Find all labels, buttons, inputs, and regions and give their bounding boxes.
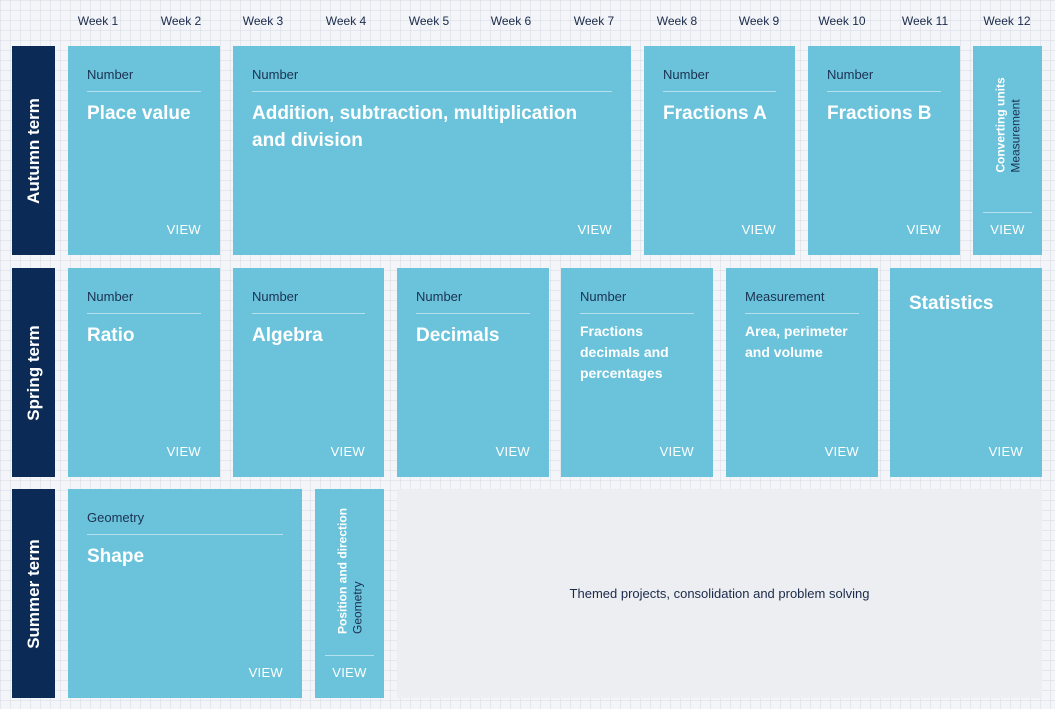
- unit-title: Algebra: [252, 325, 323, 346]
- unit-card-algebra[interactable]: Number Algebra VIEW: [233, 268, 384, 477]
- term-bar-spring: Spring term: [12, 268, 55, 477]
- themed-projects-block: Themed projects, consolidation and probl…: [397, 489, 1042, 698]
- view-link[interactable]: VIEW: [332, 665, 367, 680]
- week-label: Week 1: [77, 14, 119, 28]
- unit-category: Measurement: [1008, 99, 1022, 174]
- themed-projects-text: Themed projects, consolidation and probl…: [569, 586, 870, 601]
- term-bar-summer: Summer term: [12, 489, 55, 698]
- unit-title: Position and direction: [335, 507, 349, 634]
- view-link[interactable]: VIEW: [990, 222, 1025, 237]
- unit-card-shape[interactable]: Geometry Shape VIEW: [68, 489, 302, 698]
- vertical-label: Converting units Measurement: [993, 78, 1022, 173]
- unit-title: Decimals: [416, 325, 500, 346]
- view-link[interactable]: VIEW: [166, 444, 201, 459]
- unit-card-position-direction[interactable]: Position and direction Geometry VIEW: [315, 489, 384, 698]
- unit-category: Number: [252, 289, 365, 314]
- unit-card-area-perimeter-volume[interactable]: Measurement Area, perimeter and volume V…: [726, 268, 878, 477]
- unit-category: Geometry: [350, 580, 364, 634]
- divider: [325, 655, 374, 656]
- unit-title: Statistics: [909, 293, 994, 314]
- unit-category: Number: [416, 289, 530, 314]
- unit-title: Ratio: [87, 325, 135, 346]
- term-label: Autumn term: [23, 97, 43, 204]
- term-label: Summer term: [23, 538, 43, 649]
- view-link[interactable]: VIEW: [741, 222, 776, 237]
- week-label: Week 10: [818, 14, 866, 28]
- unit-category: Number: [252, 67, 612, 92]
- week-label: Week 2: [160, 14, 202, 28]
- unit-card-fractions-decimals-percentages[interactable]: Number Fractions decimals and percentage…: [561, 268, 713, 477]
- unit-title: Shape: [87, 546, 145, 567]
- unit-card-ratio[interactable]: Number Ratio VIEW: [68, 268, 220, 477]
- week-label: Week 7: [573, 14, 615, 28]
- view-link[interactable]: VIEW: [906, 222, 941, 237]
- view-link[interactable]: VIEW: [824, 444, 859, 459]
- week-label: Week 9: [738, 14, 780, 28]
- unit-category: Number: [663, 67, 776, 92]
- unit-title: Converting units: [993, 77, 1007, 174]
- term-bar-autumn: Autumn term: [12, 46, 55, 255]
- unit-card-statistics[interactable]: Statistics VIEW: [890, 268, 1042, 477]
- week-label: Week 8: [656, 14, 698, 28]
- unit-title: Fractions A: [663, 103, 767, 124]
- week-label: Week 4: [325, 14, 367, 28]
- view-link[interactable]: VIEW: [166, 222, 201, 237]
- view-link[interactable]: VIEW: [248, 665, 283, 680]
- unit-category: Number: [87, 289, 201, 314]
- unit-card-fractions-b[interactable]: Number Fractions B VIEW: [808, 46, 960, 255]
- unit-category: Measurement: [745, 289, 859, 314]
- unit-card-fractions-a[interactable]: Number Fractions A VIEW: [644, 46, 795, 255]
- unit-category: Number: [87, 67, 201, 92]
- divider: [983, 212, 1032, 213]
- unit-title: Fractions B: [827, 103, 932, 124]
- week-label: Week 5: [408, 14, 450, 28]
- unit-category: Geometry: [87, 510, 283, 535]
- unit-title: Place value: [87, 103, 191, 124]
- unit-category: Number: [580, 289, 694, 314]
- unit-card-converting-units[interactable]: Converting units Measurement VIEW: [973, 46, 1042, 255]
- unit-card-decimals[interactable]: Number Decimals VIEW: [397, 268, 549, 477]
- unit-title: Fractions decimals and percentages: [580, 323, 669, 381]
- view-link[interactable]: VIEW: [495, 444, 530, 459]
- week-label: Week 6: [490, 14, 532, 28]
- view-link[interactable]: VIEW: [659, 444, 694, 459]
- week-label: Week 12: [983, 14, 1031, 28]
- unit-card-four-operations[interactable]: Number Addition, subtraction, multiplica…: [233, 46, 631, 255]
- week-label: Week 11: [901, 14, 949, 28]
- unit-card-place-value[interactable]: Number Place value VIEW: [68, 46, 220, 255]
- unit-title: Addition, subtraction, multiplication an…: [252, 103, 578, 151]
- vertical-label: Position and direction Geometry: [335, 507, 364, 633]
- unit-category: Number: [827, 67, 941, 92]
- view-link[interactable]: VIEW: [330, 444, 365, 459]
- week-label: Week 3: [242, 14, 284, 28]
- view-link[interactable]: VIEW: [988, 444, 1023, 459]
- vertical-label-group: Position and direction Geometry: [315, 489, 384, 698]
- unit-title: Area, perimeter and volume: [745, 323, 848, 360]
- view-link[interactable]: VIEW: [577, 222, 612, 237]
- vertical-label-group: Converting units Measurement: [973, 46, 1042, 255]
- term-label: Spring term: [23, 324, 43, 421]
